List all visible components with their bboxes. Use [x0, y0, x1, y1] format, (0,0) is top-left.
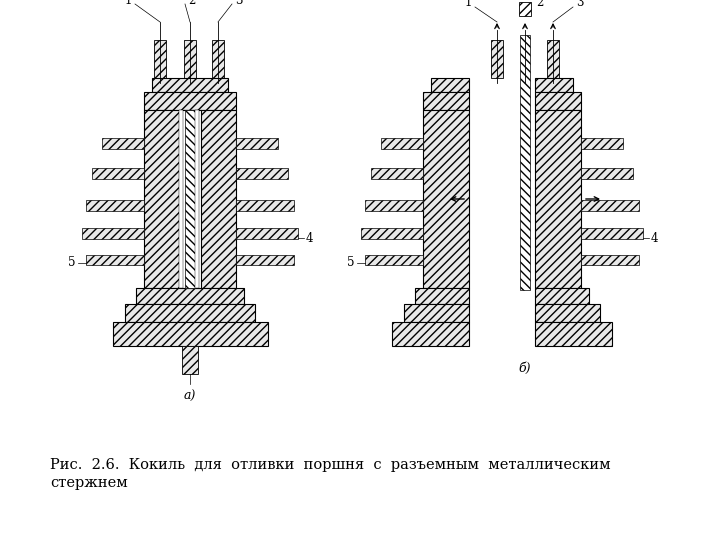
Bar	[182, 346, 198, 374]
Bar	[92, 168, 144, 179]
Bar	[86, 255, 144, 265]
Text: стержнем: стержнем	[50, 476, 127, 490]
Bar	[535, 304, 600, 322]
Bar	[371, 168, 423, 179]
Bar	[581, 168, 633, 179]
Bar	[152, 78, 228, 92]
Text: 4: 4	[650, 232, 658, 245]
Bar	[365, 200, 423, 211]
Text: 2: 2	[189, 0, 196, 6]
Text: 1: 1	[125, 0, 132, 6]
Bar	[190, 110, 236, 288]
Bar	[236, 200, 294, 211]
Bar	[86, 200, 144, 211]
Bar	[520, 35, 530, 290]
Bar	[236, 228, 298, 239]
Bar	[491, 40, 503, 78]
Bar	[136, 288, 244, 304]
Bar	[184, 40, 196, 78]
Text: 4: 4	[305, 232, 312, 245]
Text: б): б)	[518, 361, 531, 375]
Bar	[154, 40, 166, 78]
Bar	[236, 255, 294, 265]
Bar	[535, 92, 581, 110]
Bar	[535, 110, 581, 288]
Bar	[212, 40, 224, 78]
Bar	[423, 92, 469, 110]
Bar	[519, 2, 531, 16]
Bar	[392, 322, 469, 346]
Bar	[581, 255, 639, 265]
Bar	[581, 228, 643, 239]
Text: 2: 2	[536, 0, 544, 10]
Bar	[535, 288, 589, 304]
Bar	[535, 322, 612, 346]
Bar	[581, 200, 639, 211]
Bar	[179, 110, 201, 288]
Bar	[82, 228, 144, 239]
Bar	[144, 110, 190, 288]
Text: Рис.  2.6.  Кокиль  для  отливки  поршня  с  разъемным  металлическим: Рис. 2.6. Кокиль для отливки поршня с ра…	[50, 458, 611, 472]
Bar	[423, 110, 469, 288]
Text: 5: 5	[347, 256, 355, 269]
Bar	[535, 78, 573, 92]
Text: 3: 3	[235, 0, 243, 6]
Text: 5: 5	[68, 256, 76, 269]
Text: а): а)	[184, 389, 196, 402]
Bar	[195, 110, 199, 288]
Bar	[144, 92, 236, 110]
Bar	[102, 138, 144, 149]
Bar	[431, 78, 469, 92]
Bar	[381, 138, 423, 149]
Bar	[113, 322, 268, 346]
Bar	[361, 228, 423, 239]
Bar	[185, 110, 195, 288]
Bar	[581, 138, 623, 149]
Bar	[365, 255, 423, 265]
Bar	[404, 304, 469, 322]
Bar	[236, 138, 278, 149]
Text: 1: 1	[464, 0, 472, 10]
Bar	[236, 168, 288, 179]
Bar	[415, 288, 469, 304]
Bar	[125, 304, 255, 322]
Bar	[547, 40, 559, 78]
Bar	[179, 110, 183, 288]
Text: 3: 3	[576, 0, 584, 10]
